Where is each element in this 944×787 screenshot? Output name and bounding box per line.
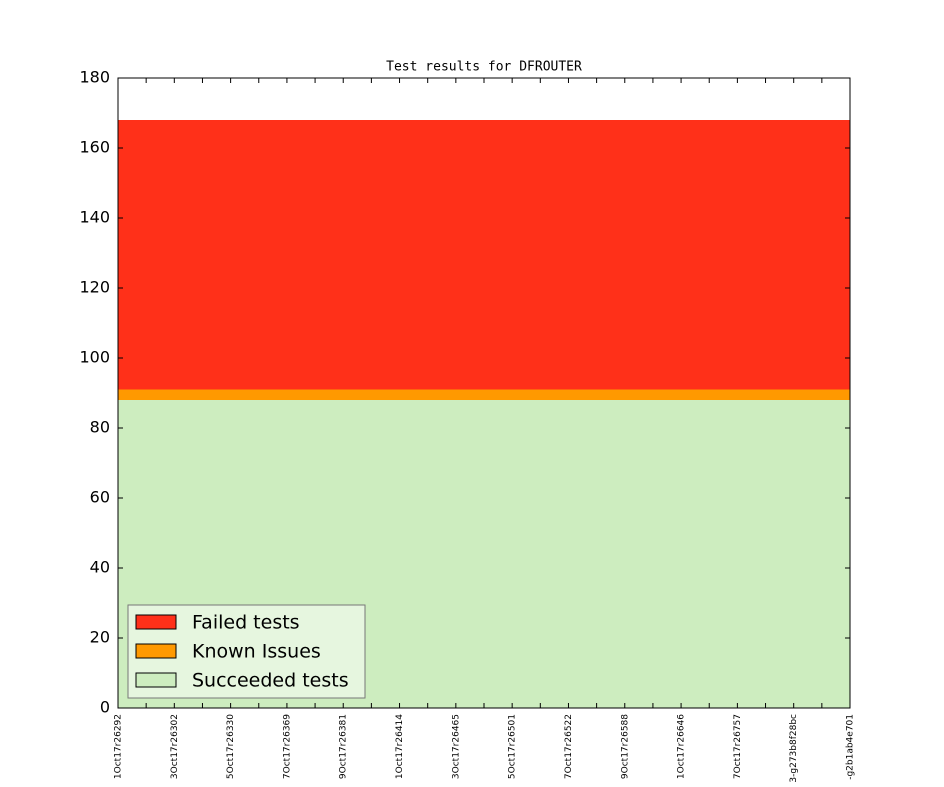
legend-label: Succeeded tests — [192, 670, 349, 692]
chart-title: Test results for DFROUTER — [386, 60, 582, 75]
y-tick-label: 120 — [79, 278, 110, 297]
x-tick-label: 1Oct17r26646 — [677, 714, 687, 779]
y-tick-label: 160 — [79, 138, 110, 157]
legend-swatch — [135, 672, 177, 688]
x-tick-label: 9Oct17r26588 — [620, 714, 630, 779]
x-tick-label: 3Oct17r26302 — [170, 714, 180, 779]
legend-swatch — [135, 643, 177, 659]
x-tick-label: 1Oct17r26292 — [114, 714, 124, 779]
legend-swatch — [135, 614, 177, 630]
y-tick-label: 0 — [100, 698, 110, 717]
x-tick-label: 7Oct17r26522 — [564, 714, 574, 779]
y-tick-label: 180 — [79, 68, 110, 87]
x-tick-label: 1Oct17r26414 — [395, 714, 405, 779]
y-tick-label: 80 — [90, 418, 110, 437]
x-tick-label: 3Oct17r26465 — [451, 714, 461, 779]
x-tick-label: 7Oct17r26369 — [282, 714, 292, 779]
y-tick-label: 20 — [90, 628, 110, 647]
legend: Failed tests Known Issues Succeeded tests — [127, 604, 366, 699]
x-tick-label: 9Oct17r26381 — [339, 714, 349, 779]
area — [118, 389, 850, 400]
x-tick-label: 5Oct17r26501 — [508, 714, 518, 779]
y-tick-label: 100 — [79, 348, 110, 367]
x-tick-label: -g2b1ab4e701 — [846, 714, 856, 780]
x-tick-label: 3-g273b8f28bc — [789, 714, 799, 783]
y-tick-label: 60 — [90, 488, 110, 507]
x-tick-label: 7Oct17r26757 — [733, 714, 743, 779]
x-tick-label: 5Oct17r26330 — [226, 714, 236, 779]
legend-label: Known Issues — [192, 641, 321, 663]
y-tick-label: 40 — [90, 558, 110, 577]
area — [118, 120, 850, 390]
y-tick-label: 140 — [79, 208, 110, 227]
legend-label: Failed tests — [192, 612, 300, 634]
